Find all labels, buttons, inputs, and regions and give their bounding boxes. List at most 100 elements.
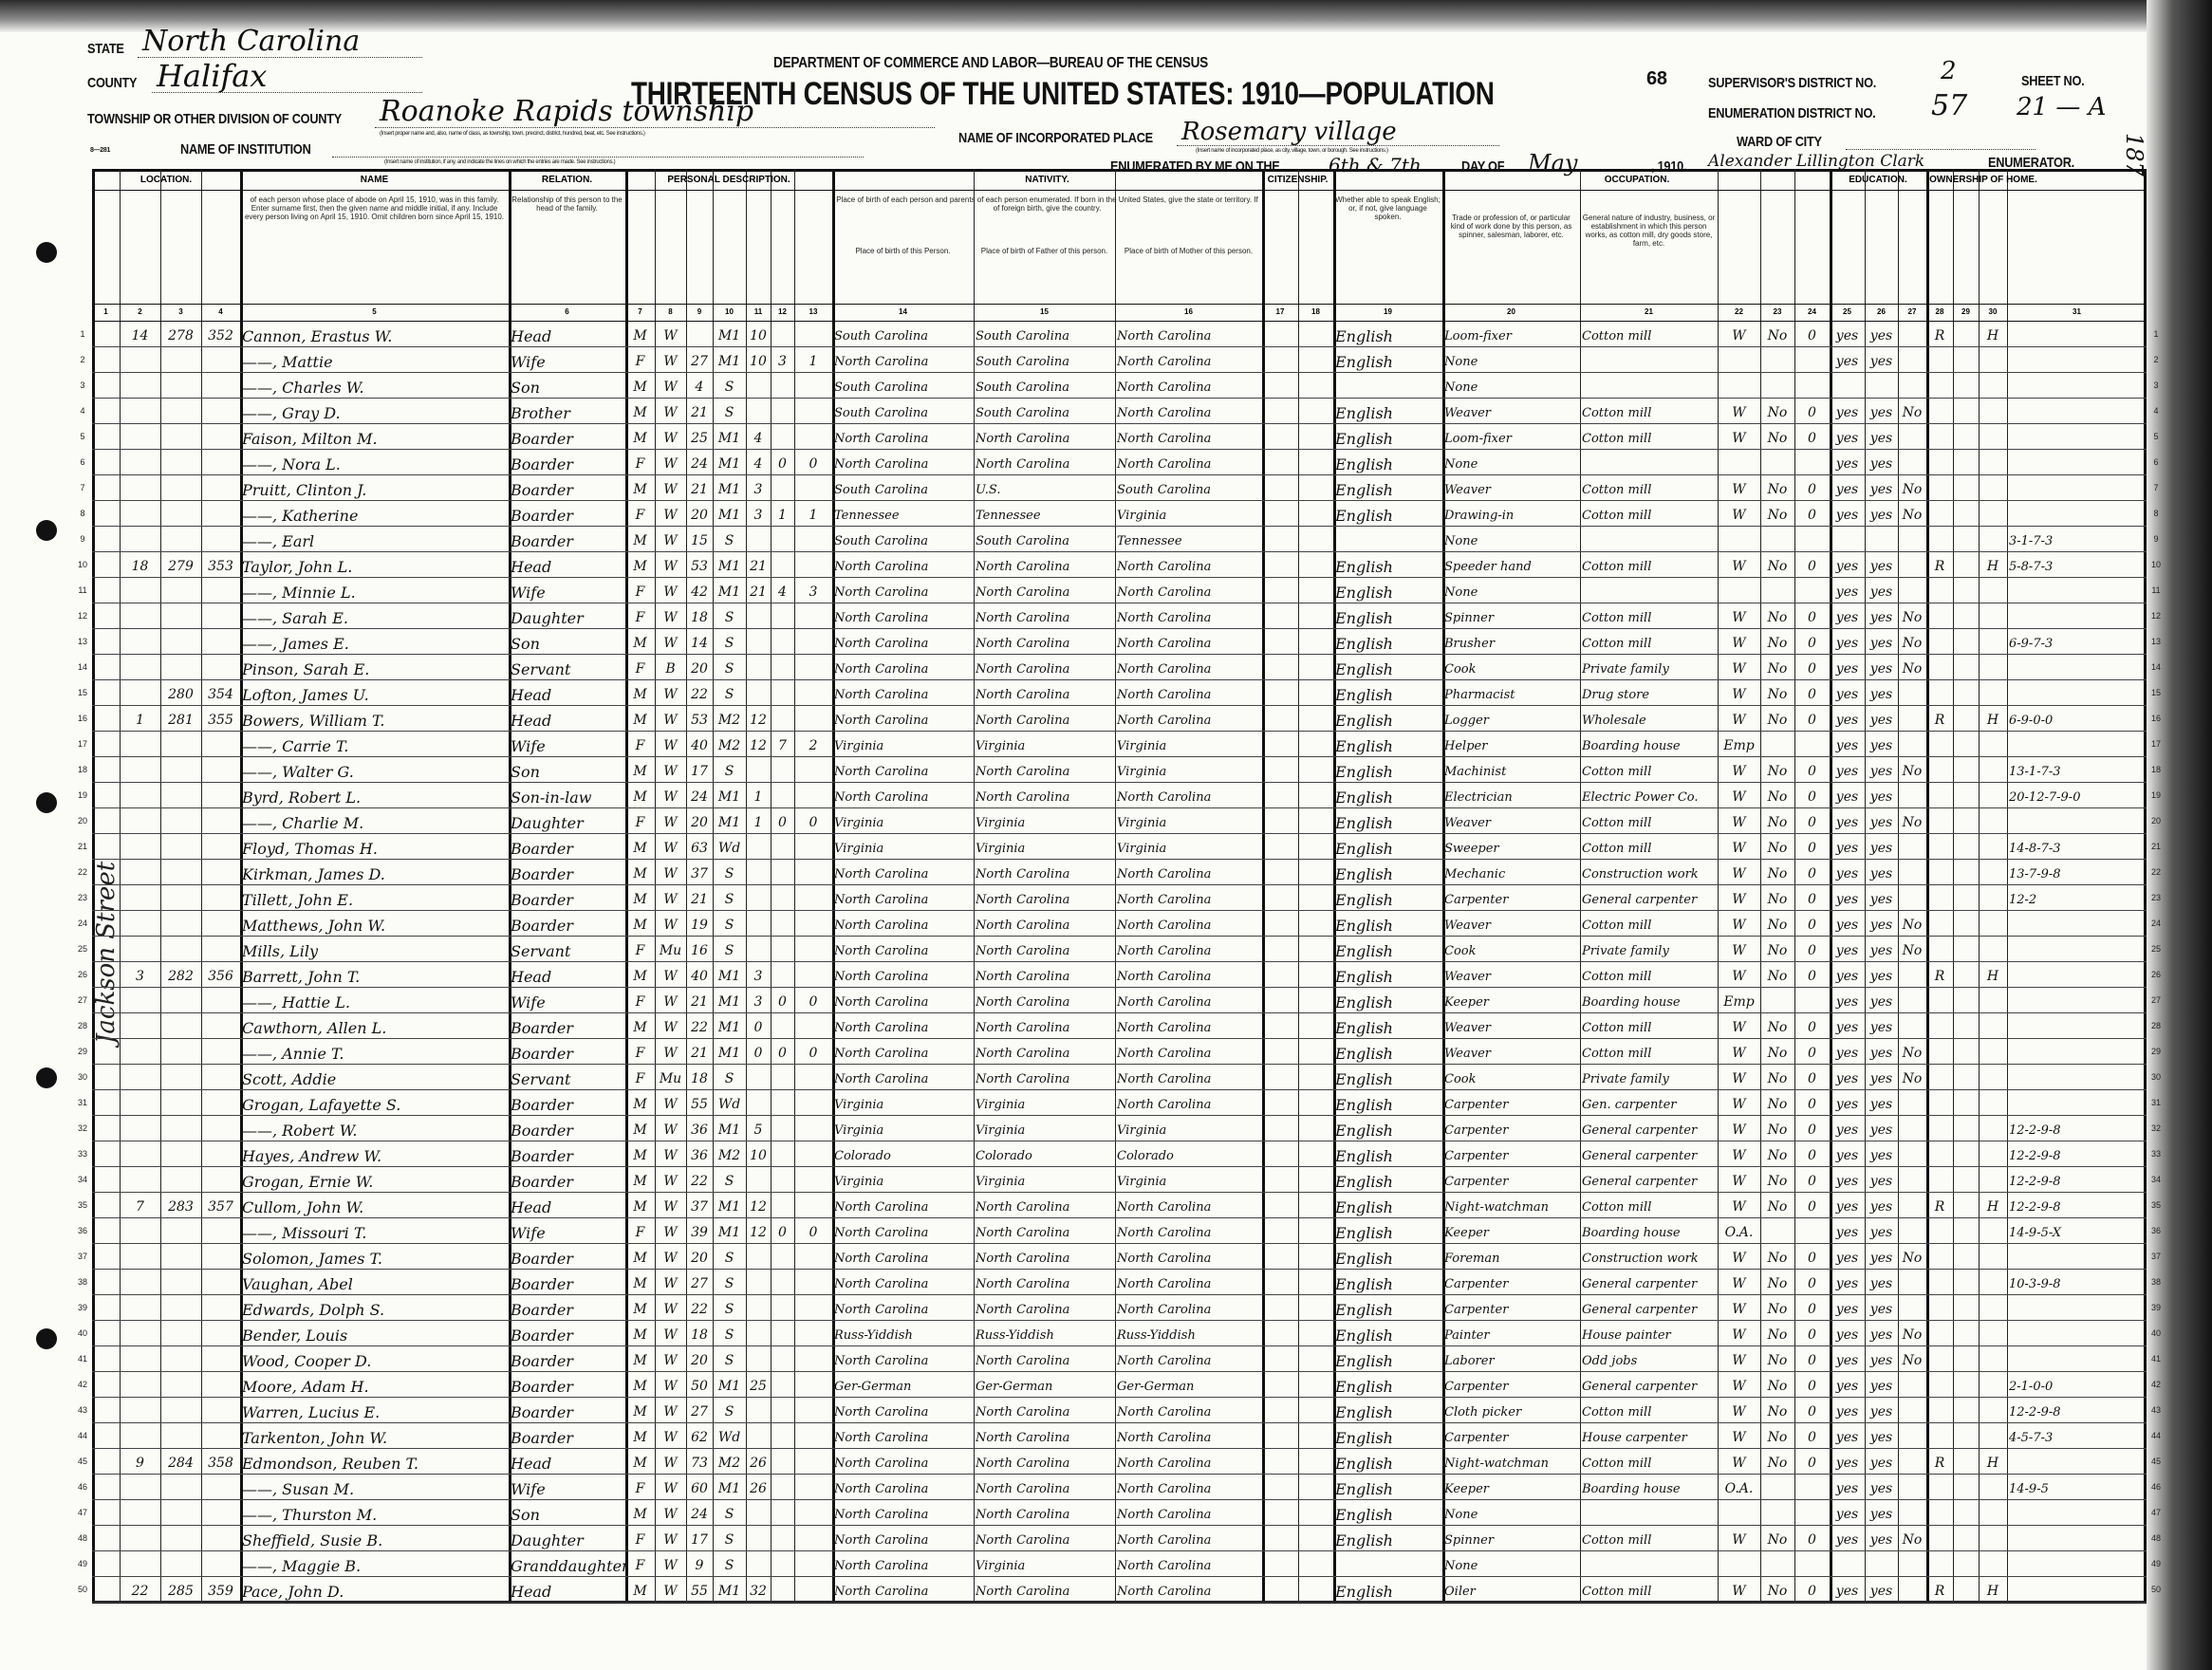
column-divider xyxy=(1760,169,1761,1604)
line-number: 24 xyxy=(77,918,87,928)
cell-born: 0 xyxy=(778,815,787,830)
cell-name: Floyd, Thomas H. xyxy=(242,840,378,858)
cell-marital: M1 xyxy=(717,328,741,343)
line-number: 15 xyxy=(2150,688,2161,697)
line-number: 13 xyxy=(77,637,87,646)
cell-sex: M xyxy=(633,1379,647,1394)
cell-bpf: North Carolina xyxy=(976,1252,1070,1266)
cell-codes: 12-2-9-8 xyxy=(2009,1123,2061,1138)
column-number: 26 xyxy=(1877,307,1886,316)
cell-industry: Cotton mill xyxy=(1582,970,1652,984)
cell-color: W xyxy=(663,328,678,343)
cell-school: No xyxy=(1902,1353,1923,1368)
cell-oow: No xyxy=(1767,1584,1788,1599)
cell-bpm: North Carolina xyxy=(1117,1431,1212,1445)
line-number: 20 xyxy=(77,816,87,826)
cell-age: 20 xyxy=(691,661,708,677)
cell-age: 39 xyxy=(691,1225,708,1240)
column-divider xyxy=(1718,169,1719,1604)
cell-age: 27 xyxy=(691,1276,708,1291)
cell-sex: M xyxy=(633,1404,647,1420)
line-number: 47 xyxy=(2150,1508,2161,1517)
table-row xyxy=(92,1576,2147,1577)
cell-marital: S xyxy=(724,1174,734,1189)
cell-relation: Boarder xyxy=(511,481,573,499)
cell-emp: W xyxy=(1732,687,1746,702)
cell-name: Taylor, John L. xyxy=(242,558,353,576)
cell-weeks: 0 xyxy=(1808,431,1816,446)
cell-industry: Boarding house xyxy=(1582,739,1681,753)
cell-emp: W xyxy=(1732,841,1746,856)
cell-lang: English xyxy=(1335,968,1393,986)
cell-bpf: North Carolina xyxy=(976,560,1070,574)
cell-oow: No xyxy=(1767,789,1788,805)
cell-emp: W xyxy=(1732,1097,1746,1112)
cell-bpm: North Carolina xyxy=(1117,790,1212,805)
cell-marital: M1 xyxy=(717,559,741,574)
header-divider xyxy=(92,304,2147,305)
cell-sex: M xyxy=(633,1507,647,1522)
cell-industry: Cotton mill xyxy=(1582,611,1652,625)
cell-industry: Private family xyxy=(1582,944,1669,958)
line-number: 40 xyxy=(2150,1328,2161,1338)
cell-write: yes xyxy=(1869,405,1893,420)
cell-bp: North Carolina xyxy=(834,1431,929,1445)
column-divider xyxy=(1794,169,1795,1604)
cell-family: 353 xyxy=(208,559,233,574)
cell-trade: Foreman xyxy=(1444,1252,1500,1266)
cell-bpm: North Carolina xyxy=(1117,1559,1212,1573)
cell-house_farm: H xyxy=(1986,969,1999,984)
cell-weeks: 0 xyxy=(1808,892,1816,907)
cell-own: R xyxy=(1934,1584,1945,1599)
cell-sex: M xyxy=(633,713,647,728)
cell-lang: English xyxy=(1335,1173,1393,1191)
cell-school: No xyxy=(1902,661,1923,677)
cell-bp: North Carolina xyxy=(834,944,929,958)
cell-trade: Carpenter xyxy=(1444,1431,1509,1445)
cell-read: yes xyxy=(1835,815,1859,830)
line-number: 29 xyxy=(2150,1047,2161,1056)
cell-marital: S xyxy=(724,1353,734,1368)
cell-weeks: 0 xyxy=(1808,687,1816,702)
cell-family: 359 xyxy=(208,1584,233,1599)
cell-weeks: 0 xyxy=(1808,1071,1816,1086)
cell-write: yes xyxy=(1869,1532,1893,1548)
cell-relation: Boarder xyxy=(511,455,573,473)
cell-industry: Drug store xyxy=(1582,688,1650,702)
cell-bpm: North Carolina xyxy=(1117,406,1212,420)
group-nativity: NATIVITY. xyxy=(1025,175,1069,185)
cell-bp: North Carolina xyxy=(834,611,929,625)
cell-years: 10 xyxy=(750,328,767,343)
column-divider xyxy=(120,169,121,1604)
cell-industry: Wholesale xyxy=(1582,714,1646,728)
cell-marital: S xyxy=(724,918,734,933)
cell-write: yes xyxy=(1869,1481,1893,1496)
cell-lang: English xyxy=(1335,917,1393,935)
cell-relation: Boarder xyxy=(511,1403,573,1421)
cell-write: yes xyxy=(1869,1020,1893,1035)
cell-lang: English xyxy=(1335,660,1393,678)
table-row xyxy=(92,1064,2147,1065)
cell-weeks: 0 xyxy=(1808,1097,1816,1112)
table-row xyxy=(92,1217,2147,1218)
cell-color: W xyxy=(663,1174,678,1189)
header-name-desc: of each person whose place of abode on A… xyxy=(244,195,505,221)
line-number: 8 xyxy=(2153,509,2159,518)
cell-industry: Electric Power Co. xyxy=(1582,790,1699,805)
cell-born: 1 xyxy=(778,508,787,523)
cell-name: Edmondson, Reuben T. xyxy=(242,1455,418,1473)
cell-sex: F xyxy=(635,1558,645,1573)
cell-read: yes xyxy=(1835,1225,1859,1240)
cell-bpf: Virginia xyxy=(976,1175,1026,1189)
cell-oow: No xyxy=(1767,918,1788,933)
cell-name: ——, Walter G. xyxy=(242,763,354,781)
cell-name: Bender, Louis xyxy=(242,1327,348,1345)
cell-years: 12 xyxy=(750,713,767,728)
cell-bpm: North Carolina xyxy=(1117,1482,1212,1496)
cell-read: yes xyxy=(1835,508,1859,523)
line-number: 30 xyxy=(2150,1072,2161,1082)
cell-name: ——, Sarah E. xyxy=(242,609,349,627)
table-row xyxy=(92,1269,2147,1270)
cell-oow: No xyxy=(1767,1456,1788,1471)
cell-bpm: North Carolina xyxy=(1117,1252,1212,1266)
